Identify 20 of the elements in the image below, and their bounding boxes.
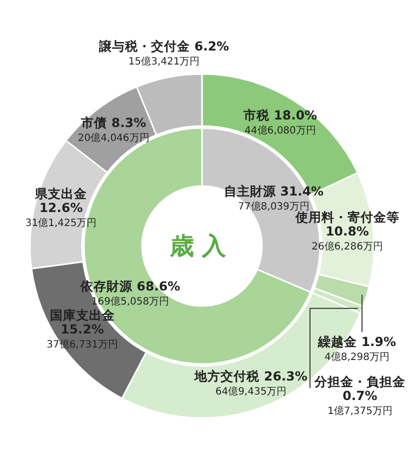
text: 4億8,298万円 xyxy=(324,352,390,363)
text: 15億3,421万円 xyxy=(128,56,200,68)
text: 44億6,080万円 xyxy=(244,126,316,137)
slice-label: 分担金・負担金 xyxy=(314,374,406,389)
text: 64億9,435万円 xyxy=(215,386,287,398)
text: 歳入 xyxy=(169,232,234,260)
data-label: 10.8% xyxy=(326,223,370,238)
slice-label: 地方交付税 26.3% xyxy=(194,368,308,384)
slice-label: 県支出金 xyxy=(34,186,88,201)
slice-label: 譲与税・交付金 6.2% xyxy=(98,38,230,54)
data-label: 15.2% xyxy=(60,322,104,337)
slice-label: 繰越金 1.9% xyxy=(316,334,396,349)
slice-label: 自主財源 31.4% xyxy=(224,184,324,199)
text: 26億6,286万円 xyxy=(312,241,383,252)
slice-label: 市債 8.3% xyxy=(80,114,147,130)
data-label: 0.7% xyxy=(342,388,378,403)
text: 1億7,375万円 xyxy=(328,406,392,417)
text: 20億4,046万円 xyxy=(78,132,150,144)
text: 31億1,425万円 xyxy=(25,218,97,229)
data-label: 12.6% xyxy=(39,200,84,215)
